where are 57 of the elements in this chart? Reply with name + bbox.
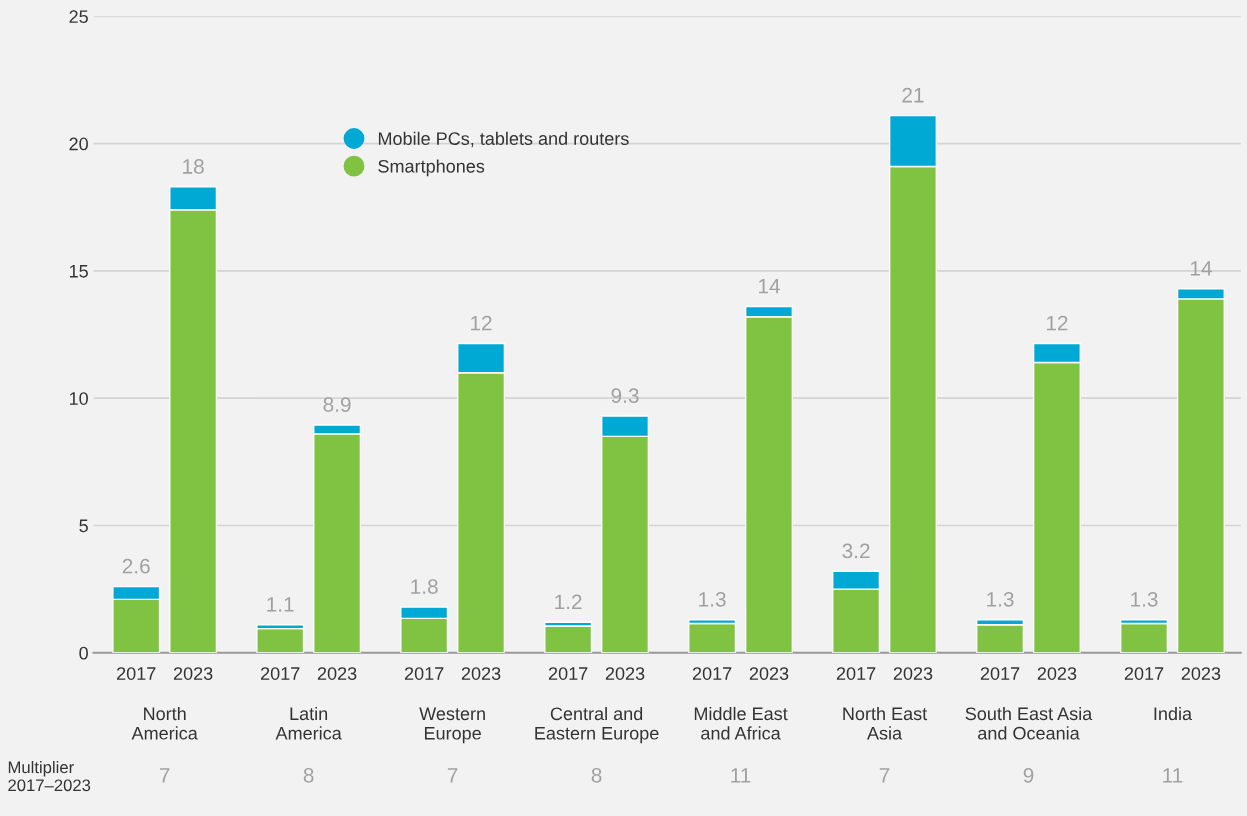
x-tick-label: 2023	[1181, 667, 1221, 680]
y-tick-label: 5	[79, 519, 88, 533]
x-tick-label: 2017	[692, 667, 732, 680]
x-tick-label: 2023	[605, 667, 645, 680]
x-tick-label: 2017	[1124, 667, 1164, 680]
x-tick-label: 2023	[1037, 667, 1077, 680]
text: Multiplier 2017–2023	[8, 761, 91, 792]
legend-label: Mobile PCs, tablets and routers	[378, 131, 629, 148]
text: North East Asia	[843, 706, 928, 740]
total-label: 12	[471, 315, 492, 331]
text: Central and Eastern Europe	[535, 706, 659, 744]
total-label: 21	[902, 87, 924, 103]
text: 11	[1163, 768, 1183, 783]
text: 7	[159, 768, 170, 783]
total-label: 1.3	[699, 591, 726, 607]
total-label: 2.6	[122, 558, 150, 574]
x-tick-label: 2017	[117, 667, 156, 680]
total-label: 1.2	[555, 594, 582, 610]
y-tick-label: 25	[69, 10, 88, 24]
y-tick-label: 15	[69, 265, 88, 278]
x-tick-label: 2017	[404, 667, 444, 680]
text: Middle East and Africa	[694, 706, 788, 740]
total-label: 14	[1190, 261, 1212, 276]
text: South East Asia and Oceania	[965, 706, 1093, 740]
x-tick-label: 2017	[980, 667, 1020, 680]
total-label: 18	[183, 159, 204, 174]
total-label: 9.3	[611, 388, 639, 403]
text: Latin America	[275, 706, 342, 740]
x-tick-label: 2023	[749, 667, 789, 680]
x-tick-label: 2023	[317, 667, 357, 680]
legend-label: Smartphones	[378, 159, 485, 177]
x-tick-label: 2023	[173, 667, 213, 680]
x-tick-label: 2017	[261, 667, 300, 680]
total-label: 1.3	[1131, 591, 1158, 607]
text: 11	[731, 768, 751, 783]
text: Western Europe	[419, 707, 485, 744]
x-tick-label: 2017	[836, 667, 876, 680]
text: 9	[1023, 767, 1034, 783]
text: 8	[591, 767, 602, 783]
text: North America	[131, 706, 198, 740]
total-label: 1.3	[987, 591, 1014, 607]
y-tick-label: 20	[69, 137, 88, 151]
total-label: 12	[1046, 315, 1068, 331]
text: 7	[447, 768, 458, 783]
total-label: 3.2	[842, 543, 870, 559]
y-tick-label: 10	[69, 392, 88, 405]
x-tick-label: 2023	[461, 667, 501, 680]
text: India	[1154, 706, 1193, 721]
total-label: 1.8	[411, 579, 438, 594]
text: 8	[303, 767, 314, 783]
text: 7	[879, 768, 890, 783]
x-tick-label: 2017	[548, 667, 588, 680]
total-label: 1.1	[267, 597, 294, 612]
x-tick-label: 2023	[893, 667, 933, 680]
y-tick-label: 0	[79, 646, 88, 660]
total-label: 14	[759, 278, 780, 294]
total-label: 8.9	[323, 397, 351, 412]
